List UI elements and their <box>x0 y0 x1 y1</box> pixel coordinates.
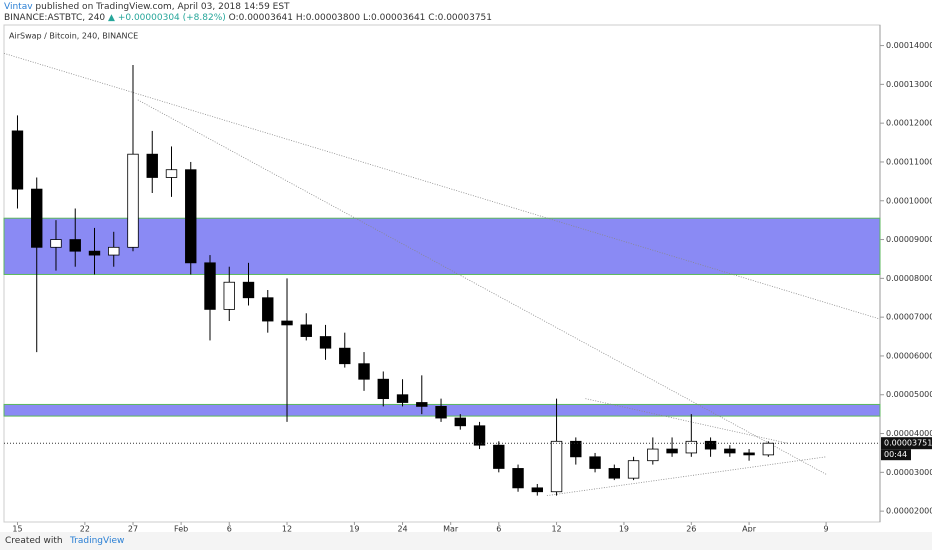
x-tick-label: 12 <box>551 525 561 533</box>
x-tick-label: 22 <box>80 525 90 533</box>
y-tick-label: 0.00013000 <box>886 80 932 89</box>
candle-body <box>31 188 43 248</box>
candle-body <box>185 169 197 264</box>
candle-body <box>416 402 428 407</box>
y-tick-label: 0.00014000 <box>886 41 932 50</box>
candle-body <box>396 394 409 403</box>
y-tick-label: 0.00005000 <box>886 390 932 399</box>
x-tick-label: 26 <box>686 525 696 533</box>
candle-body <box>242 281 255 299</box>
y-tick-label: 0.00003000 <box>886 468 932 477</box>
y-tick-label: 0.00004000 <box>886 429 932 438</box>
candle-body <box>204 262 216 310</box>
x-tick-label: Mar <box>443 525 459 533</box>
chart: AirSwap / Bitcoin, 240, BINANCE 0.000140… <box>3 24 932 533</box>
chart-title: AirSwap / Bitcoin, 240, BINANCE <box>9 32 138 41</box>
candle-body <box>454 417 466 427</box>
x-tick-label: 15 <box>12 525 22 533</box>
y-tick-label: 0.00007000 <box>886 313 932 322</box>
publish-line: Vintav published on TradingView.com, Apr… <box>4 2 290 12</box>
x-tick-label: Feb <box>174 525 188 533</box>
candle-body <box>50 239 62 248</box>
y-tick-label: 0.00010000 <box>886 196 932 205</box>
candle-body <box>647 448 659 462</box>
change-value: +0.00000304 (+8.82%) <box>117 13 226 23</box>
candle-body <box>435 405 447 419</box>
author[interactable]: Vintav <box>4 2 33 12</box>
candle-body <box>704 440 717 450</box>
y-tick-label: 0.00008000 <box>886 274 932 283</box>
x-tick-label: 6 <box>496 525 501 533</box>
high: H:0.00003800 <box>295 13 361 23</box>
footer: Created with TradingView <box>0 532 932 550</box>
created-with: Created with <box>5 536 63 546</box>
countdown: 00:44 <box>884 450 907 459</box>
candle-body <box>685 440 698 454</box>
y-tick-label: 0.00009000 <box>886 235 932 244</box>
candle-body <box>358 363 370 380</box>
candle-body <box>512 468 524 489</box>
y-tick-label: 0.00002000 <box>886 507 932 516</box>
last-price-tag <box>881 437 932 450</box>
candle-body <box>88 250 101 256</box>
candle-body <box>127 153 139 248</box>
x-tick-label: 27 <box>128 525 138 533</box>
x-tick-label: 9 <box>824 525 829 533</box>
x-tick-label: 24 <box>397 525 407 533</box>
published: published on TradingView.com, April 03, … <box>35 2 290 12</box>
y-tick-label: 0.00011000 <box>886 157 932 166</box>
zone <box>3 217 881 275</box>
candle-body <box>589 456 601 469</box>
candle-body <box>69 239 81 252</box>
candle-body <box>531 487 543 493</box>
symbol: BINANCE:ASTBTC, 240 <box>4 13 106 23</box>
candle-body <box>146 153 158 178</box>
candle-body <box>223 281 235 310</box>
x-tick-label: 19 <box>619 525 629 533</box>
candle-body <box>281 320 293 326</box>
countdown-tag <box>881 449 911 461</box>
change: ▲ +0.00000304 (+8.82%) <box>108 13 226 23</box>
close: C:0.00003751 <box>428 13 493 23</box>
x-tick-label: 12 <box>282 525 292 533</box>
candle-body <box>300 324 312 337</box>
last-price-label: 0.00003751 <box>884 439 932 448</box>
y-tick-label: 0.00012000 <box>886 119 932 128</box>
candle-body <box>570 440 582 458</box>
candle-body <box>724 448 736 454</box>
candle-body <box>762 442 775 456</box>
y-tick-label: 0.00006000 <box>886 351 932 360</box>
candle-body <box>743 452 755 456</box>
low: L:0.00003641 <box>362 13 426 23</box>
trendline <box>3 52 881 320</box>
candle-body <box>608 468 621 479</box>
candle-body <box>666 448 678 454</box>
candle-body <box>493 444 505 469</box>
x-tick-label: 19 <box>349 525 359 533</box>
candle-body <box>339 347 351 365</box>
open: O:0.00003641 <box>228 13 294 23</box>
x-tick-label: 6 <box>227 525 232 533</box>
candle-body <box>11 130 24 190</box>
trendline <box>585 398 788 444</box>
candle-body <box>473 425 486 446</box>
symbol-line: BINANCE:ASTBTC, 240 ▲ +0.00000304 (+8.82… <box>4 13 492 23</box>
candle-body <box>377 378 389 400</box>
x-tick-label: Apr <box>742 525 757 533</box>
candle-body <box>165 169 178 178</box>
brand[interactable]: TradingView <box>70 536 125 546</box>
candle-body <box>550 440 563 493</box>
trendline <box>546 456 827 497</box>
trendline <box>137 99 827 475</box>
candle-body <box>319 336 332 349</box>
candle-body <box>627 460 640 479</box>
candle-body <box>262 297 274 322</box>
candle-body <box>108 246 120 256</box>
